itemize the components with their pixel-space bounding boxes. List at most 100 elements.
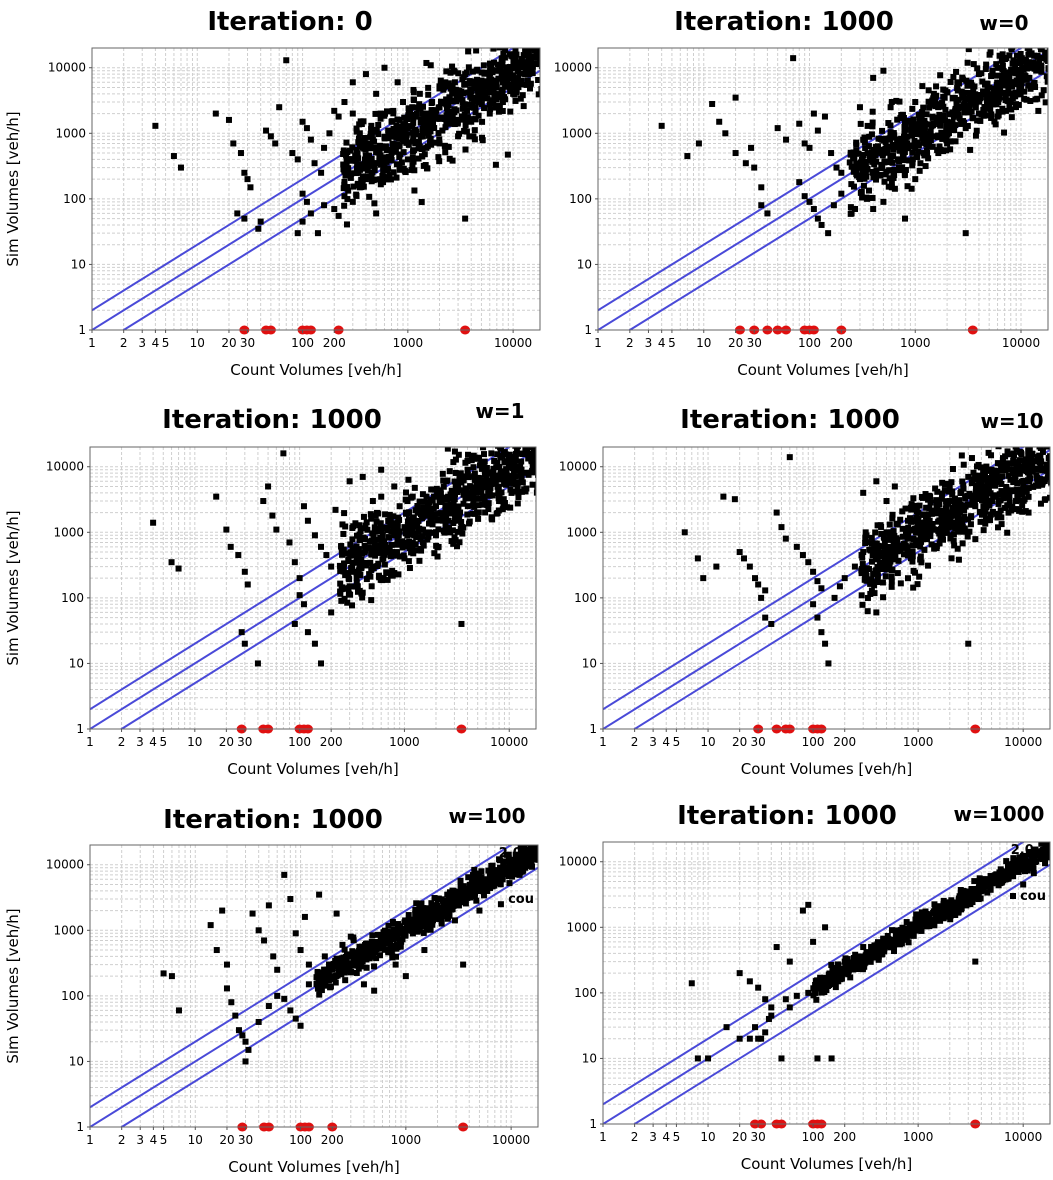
data-point xyxy=(912,506,919,513)
data-point xyxy=(869,168,876,175)
data-point xyxy=(874,570,881,577)
data-point xyxy=(396,503,403,510)
data-point xyxy=(896,98,903,105)
data-point xyxy=(971,501,978,508)
data-point xyxy=(914,153,921,160)
data-point xyxy=(368,597,375,604)
data-point xyxy=(1031,79,1038,86)
data-point xyxy=(405,112,412,119)
data-point xyxy=(472,94,479,101)
data-point xyxy=(495,490,502,497)
data-point xyxy=(495,873,502,880)
data-point xyxy=(451,890,458,897)
data-point xyxy=(375,525,382,532)
data-point xyxy=(889,567,896,574)
data-point xyxy=(419,515,426,522)
data-point xyxy=(398,159,405,166)
data-point xyxy=(959,76,966,83)
data-point xyxy=(977,518,984,525)
data-point xyxy=(851,166,858,173)
data-point xyxy=(501,94,508,101)
data-point xyxy=(917,533,924,540)
data-point xyxy=(467,483,474,490)
data-point xyxy=(420,103,427,110)
data-point xyxy=(1023,488,1030,495)
data-point xyxy=(960,482,967,489)
data-point xyxy=(529,481,536,488)
data-point xyxy=(433,115,440,122)
data-point xyxy=(967,493,974,500)
data-point xyxy=(902,126,909,133)
y-tick-label: 1000 xyxy=(566,525,597,539)
data-point xyxy=(432,112,439,119)
data-point xyxy=(388,541,395,548)
data-point xyxy=(894,570,901,577)
data-point xyxy=(910,495,917,502)
data-point xyxy=(877,172,884,179)
data-point xyxy=(416,905,423,912)
data-point xyxy=(888,180,895,187)
data-point xyxy=(900,551,907,558)
data-point xyxy=(362,942,369,949)
data-point xyxy=(518,77,525,84)
data-point xyxy=(969,899,976,906)
data-point xyxy=(515,61,522,68)
data-point xyxy=(956,115,963,122)
data-point xyxy=(500,859,507,866)
data-point xyxy=(449,63,456,70)
data-point xyxy=(497,901,504,908)
data-point xyxy=(410,132,417,139)
data-point xyxy=(386,518,393,525)
x-axis-label: Count Volumes [veh/h] xyxy=(230,361,402,379)
data-point xyxy=(340,148,347,155)
data-point xyxy=(380,575,387,582)
data-point xyxy=(362,547,369,554)
data-point xyxy=(478,77,485,84)
data-point xyxy=(260,498,267,505)
data-point xyxy=(410,119,417,126)
data-point xyxy=(868,131,875,138)
data-point xyxy=(963,102,970,109)
data-point xyxy=(348,156,355,163)
data-point xyxy=(362,71,369,78)
data-point xyxy=(242,1038,249,1045)
data-point xyxy=(412,541,419,548)
data-point xyxy=(940,86,947,93)
data-point xyxy=(889,141,896,148)
data-point xyxy=(380,167,387,174)
data-point xyxy=(1031,458,1038,465)
data-point xyxy=(857,120,864,127)
data-point xyxy=(901,170,908,177)
data-point xyxy=(852,205,859,212)
data-point xyxy=(396,553,403,560)
data-point xyxy=(481,500,488,507)
data-point xyxy=(758,202,765,209)
data-point xyxy=(489,875,496,882)
data-point xyxy=(943,123,950,130)
data-point xyxy=(219,907,226,914)
data-point xyxy=(402,524,409,531)
data-point xyxy=(958,452,965,459)
data-point xyxy=(987,106,994,113)
data-point xyxy=(957,131,964,138)
data-point xyxy=(475,112,482,119)
data-point xyxy=(451,496,458,503)
data-point xyxy=(847,149,854,156)
data-point xyxy=(1007,90,1014,97)
data-point xyxy=(420,906,427,913)
data-point xyxy=(362,152,369,159)
data-point xyxy=(356,536,363,543)
data-point xyxy=(464,114,471,121)
data-point xyxy=(746,978,753,985)
data-point xyxy=(269,512,276,519)
data-point xyxy=(460,885,467,892)
data-point xyxy=(1013,77,1020,84)
data-point xyxy=(451,79,458,86)
data-point xyxy=(880,534,887,541)
data-point xyxy=(741,555,748,562)
data-point xyxy=(885,120,892,127)
data-point xyxy=(917,131,924,138)
data-point xyxy=(362,522,369,529)
data-point xyxy=(910,567,917,574)
data-point xyxy=(991,492,998,499)
